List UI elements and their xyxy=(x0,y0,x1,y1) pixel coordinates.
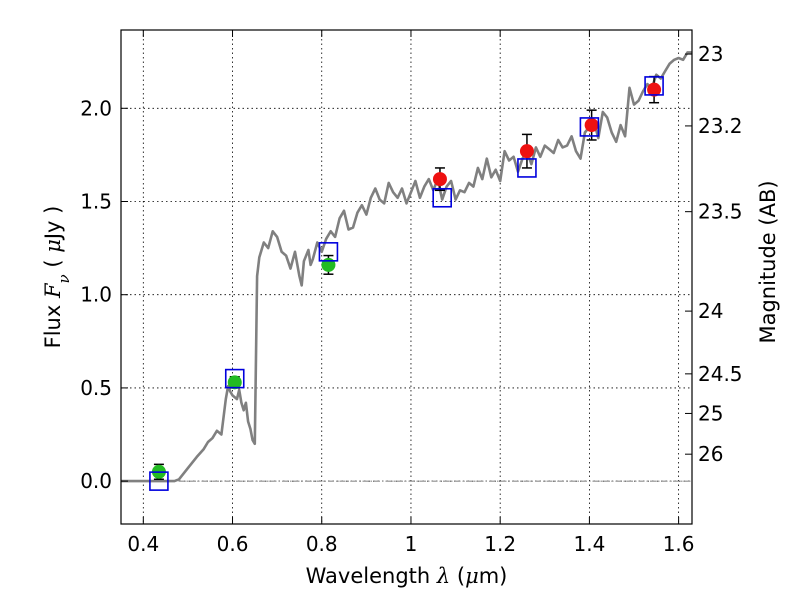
red-data-point xyxy=(519,144,534,159)
red-data-point xyxy=(584,118,599,133)
y-tick-label: 1.5 xyxy=(80,190,112,214)
y-tick-label: 0.0 xyxy=(80,469,112,493)
mag-tick-label: 23.5 xyxy=(698,200,743,224)
mag-tick-label: 25 xyxy=(698,401,723,425)
x-tick-label: 0.6 xyxy=(217,532,249,556)
y-axis-mu: μ xyxy=(41,239,65,253)
x-axis-unit: m) xyxy=(479,564,508,588)
photometry-points xyxy=(149,75,664,491)
green-data-point xyxy=(321,257,336,272)
grid-lines xyxy=(121,30,692,524)
model-square-marker xyxy=(149,471,169,491)
y-axis-subscript: ν xyxy=(55,274,73,283)
mag-tick-label: 26 xyxy=(698,442,723,466)
x-tick-label: 1.2 xyxy=(484,532,516,556)
x-tick-label: 0.8 xyxy=(306,532,338,556)
y-axis-unit: Jy ) xyxy=(41,206,65,242)
mag-tick-label: 23.2 xyxy=(698,114,743,138)
model-square-marker xyxy=(432,187,452,208)
plot-frame xyxy=(120,29,693,525)
y-axis-label-text: Flux xyxy=(41,298,65,348)
red-data-point xyxy=(432,172,447,187)
spectrum-line xyxy=(121,51,692,483)
axis-ticks: 0.4 0.6 0.8 1 1.2 1.4 1.6 0.0 0.5 1.0 1.5 2.0 23 23.2… xyxy=(80,30,743,556)
y-tick-label: 0.5 xyxy=(80,376,112,400)
mag-tick-label: 24 xyxy=(698,299,723,323)
mag-tick-label: 24.5 xyxy=(698,362,743,386)
x-axis-mu: μ xyxy=(465,564,479,588)
y-axis-symbol: F xyxy=(41,282,65,299)
x-axis-paren: ( xyxy=(450,564,465,588)
model-square-marker xyxy=(318,242,339,262)
x-axis-label: Wavelength λ (μm) xyxy=(306,564,508,588)
y-axis-paren: ( xyxy=(41,253,65,275)
x-tick-label: 1.6 xyxy=(663,532,695,556)
mag-tick-label: 23 xyxy=(698,42,723,66)
x-tick-label: 1 xyxy=(405,532,418,556)
model-square-marker xyxy=(579,117,600,137)
model-square-marker xyxy=(517,158,537,178)
y-tick-label: 2.0 xyxy=(80,96,112,120)
model-square-marker xyxy=(224,368,245,389)
green-data-point xyxy=(227,375,242,390)
model-square-marker xyxy=(644,76,664,96)
y-axis-label: Flux Fν ( μJy ) xyxy=(41,206,73,349)
x-tick-label: 0.4 xyxy=(127,532,159,556)
y-tick-label: 1.0 xyxy=(80,283,112,307)
model-spectrum xyxy=(121,51,692,483)
red-data-point xyxy=(647,82,662,97)
x-axis-symbol: λ xyxy=(436,564,450,588)
secondary-y-axis-label: Magnitude (AB) xyxy=(756,180,780,343)
x-axis-label-text: Wavelength xyxy=(306,564,437,588)
x-tick-label: 1.4 xyxy=(573,532,605,556)
